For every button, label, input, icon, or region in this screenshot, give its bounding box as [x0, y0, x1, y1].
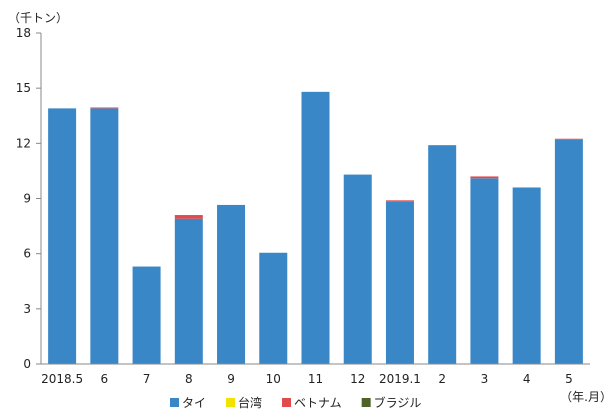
legend-swatch [282, 398, 292, 407]
x-tick-label: 7 [143, 372, 151, 386]
legend-entry: 台湾 [238, 395, 262, 410]
bar-1-11 [470, 178, 499, 364]
x-tick-label: 5 [565, 372, 573, 386]
x-tick-label: 2 [438, 372, 446, 386]
x-tick-label: 8 [185, 372, 193, 386]
bar-1-9 [385, 201, 414, 364]
x-tick-label: 4 [523, 372, 531, 386]
bar-1-5 [217, 204, 246, 364]
y-tick-label: 0 [23, 357, 31, 371]
x-tick-label: 11 [308, 372, 323, 386]
bar-1-6 [259, 252, 288, 364]
legend-swatch [361, 398, 371, 407]
x-tick-label: 6 [101, 372, 109, 386]
x-axis-unit-label: （年.月） [560, 390, 612, 404]
bar-1-10 [428, 145, 457, 364]
y-tick-label: 18 [16, 26, 31, 40]
bar-1-2 [90, 108, 119, 364]
x-tick-label: 2018.5 [41, 372, 83, 386]
y-tick-label: 15 [16, 81, 31, 95]
legend-entry: ブラジル [374, 395, 422, 410]
y-tick-label: 9 [23, 192, 31, 206]
bar-1-13 [554, 139, 583, 364]
bar-3-9 [385, 200, 414, 202]
bar-1-1 [48, 108, 77, 364]
bar-3-13 [554, 138, 583, 140]
x-axis: 2018.5 6 7 8 9 10 11 12 2019.1 2 3 4 5 [41, 363, 590, 386]
legend-entry: タイ [182, 396, 206, 410]
bars-group [48, 91, 583, 364]
x-tick-label: 9 [227, 372, 235, 386]
x-tick-label: 2019.1 [379, 372, 421, 386]
bar-1-4 [174, 218, 203, 364]
legend-entry: ベトナム [294, 396, 342, 410]
x-tick-label: 12 [350, 372, 365, 386]
legend: タイ 台湾 ベトナム ブラジル [170, 395, 421, 410]
y-tick-label: 12 [16, 136, 31, 150]
legend-swatch [226, 398, 236, 407]
bar-1-8 [343, 174, 372, 364]
y-axis: 0 3 6 9 12 15 18 [16, 26, 42, 371]
bar-3-2 [90, 107, 119, 109]
y-tick-label: 6 [23, 247, 31, 261]
bar-1-7 [301, 91, 330, 364]
x-tick-label: 3 [481, 372, 489, 386]
bar-1-12 [512, 187, 541, 364]
x-tick-label: 10 [266, 372, 281, 386]
bar-3-4 [174, 215, 203, 219]
bar-1-3 [132, 266, 161, 364]
y-tick-label: 3 [23, 302, 31, 316]
y-axis-unit-label: （千トン） [8, 11, 68, 25]
bar-3-11 [470, 176, 499, 179]
legend-swatch [170, 398, 179, 407]
